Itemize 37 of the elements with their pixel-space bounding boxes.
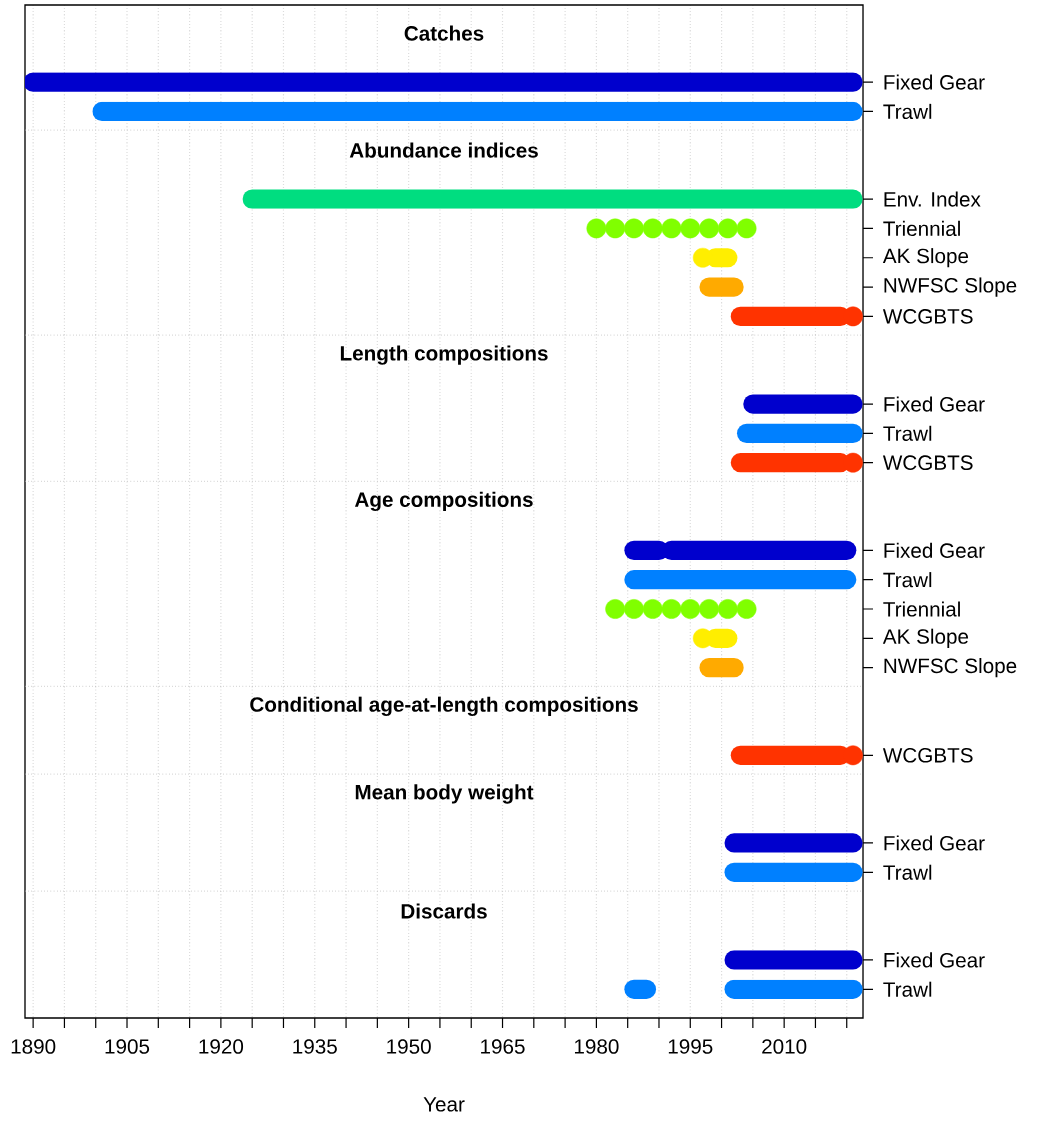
annotation: Abundance indices (349, 142, 538, 158)
x-tick-label: 1980 (574, 1039, 619, 1054)
y-tick-label: Trawl (883, 572, 932, 588)
y-tick-label: Fixed Gear (884, 396, 985, 412)
y-tick-label: Trawl (883, 864, 932, 880)
y-tick-label: Triennial (883, 220, 960, 237)
x-axis-title: Year (423, 1097, 465, 1112)
y-tick-label: NWFSC Slope (884, 277, 1017, 297)
y-tick-label: Fixed Gear (884, 952, 985, 968)
annotation: Length compositions (340, 345, 548, 365)
x-tick-label: 1920 (199, 1039, 244, 1054)
x-tick-label: 1905 (105, 1039, 150, 1054)
y-tick-label: NWFSC Slope (884, 658, 1017, 678)
x-tick-label: 1890 (11, 1039, 56, 1054)
y-tick-label: AK Slope (882, 628, 969, 648)
y-tick-label: Trawl (883, 981, 932, 997)
y-tick-label: Fixed Gear (884, 835, 985, 851)
annotation: Mean body weight (355, 784, 534, 804)
x-tick-label: 1935 (293, 1039, 337, 1054)
y-tick-label: WCGBTS (882, 747, 973, 763)
y-tick-label: Triennial (883, 601, 960, 617)
x-tick-label: 1965 (481, 1039, 525, 1054)
y-tick-label: Fixed Gear (884, 74, 985, 90)
y-tick-label: Trawl (883, 103, 932, 120)
annotation: Age compositions (354, 491, 533, 512)
x-tick-label: 2010 (762, 1039, 807, 1054)
y-tick-label: WCGBTS (882, 455, 973, 471)
annotation: Discards (401, 903, 487, 919)
x-tick-label: 1950 (387, 1039, 431, 1054)
annotation: Catches (404, 25, 484, 41)
y-tick-label: Fixed Gear (884, 542, 985, 558)
y-tick-label: Trawl (883, 425, 932, 441)
y-tick-label: AK Slope (882, 248, 969, 268)
annotation: Conditional age-at-length compositions (250, 696, 638, 717)
y-tick-label: WCGBTS (882, 309, 973, 324)
x-tick-label: 1995 (668, 1039, 713, 1054)
y-tick-label: Env. Index (884, 191, 981, 207)
